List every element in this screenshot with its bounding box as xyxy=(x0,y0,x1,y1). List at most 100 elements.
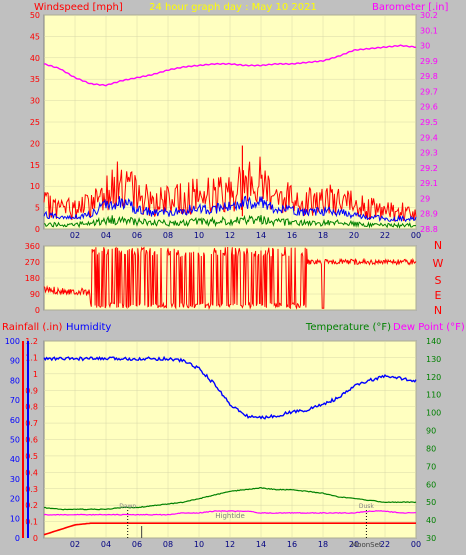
rainfall-tick-label: 0.4 xyxy=(25,468,38,477)
x-tick-label: 06 xyxy=(132,540,142,549)
temperature-tick-label: 40 xyxy=(426,516,436,525)
compass-label-n-bottom: N xyxy=(434,304,442,317)
barometer-tick-label: 29.7 xyxy=(420,87,438,96)
wind-average-series xyxy=(43,195,417,223)
wind-tick-label: 45 xyxy=(30,32,40,41)
compass-label-s: S xyxy=(435,274,442,287)
x-tick-label: 08 xyxy=(163,540,173,549)
temperature-tick-label: 120 xyxy=(426,373,441,382)
x-tick-label: 20 xyxy=(349,540,359,549)
x-tick-label: 22 xyxy=(380,540,390,549)
temperature-tick-label: 70 xyxy=(426,462,436,471)
wind-tick-label: 10 xyxy=(30,182,40,191)
x-tick-label: 02 xyxy=(70,540,80,549)
temperature-tick-label: 140 xyxy=(426,337,441,346)
direction-tick-label: 270 xyxy=(25,258,40,267)
humidity-tick-label: 60 xyxy=(10,416,20,425)
barometer-tick-label: 29 xyxy=(420,194,430,203)
hightide-annotation: Hightide xyxy=(215,512,245,520)
wind-tick-label: 25 xyxy=(30,118,40,127)
rainfall-tick-label: 0.1 xyxy=(25,518,38,527)
rainfall-axis-label: Rainfall (.in) xyxy=(2,322,63,333)
x-tick-label: 12 xyxy=(225,540,235,549)
temperature-series xyxy=(43,486,417,511)
temp-layer: 0 0.1 0.2 0.3 0.4 0.5 0.6 0.7 0.8 0.9 1 1.1 1.2 0 10 20… xyxy=(5,337,442,549)
x-tick-label: 00 xyxy=(411,231,421,240)
rainfall-tick-label: 1.2 xyxy=(25,337,38,346)
wind-layer: 0 5 10 15 20 25 30 35 40 45 50 28.8 28.9 29 29.1 29.2 29… xyxy=(30,11,438,240)
temperature-tick-label: 90 xyxy=(426,427,436,436)
barometer-tick-label: 29.9 xyxy=(420,57,438,66)
rainfall-tick-label: 0.8 xyxy=(25,403,38,412)
barometer-tick-label: 29.2 xyxy=(420,164,438,173)
x-tick-label: 16 xyxy=(287,231,297,240)
rainfall-tick-label: 0.6 xyxy=(25,436,38,445)
dewpoint-axis-label: Dew Point (°F) xyxy=(393,322,465,333)
wind-tick-label: 50 xyxy=(30,11,40,20)
rainfall-tick-label: 0.5 xyxy=(25,452,38,461)
wind-tick-label: 0 xyxy=(35,225,40,234)
compass-label-w: W xyxy=(433,257,444,270)
barometer-tick-label: 28.8 xyxy=(420,225,438,234)
humidity-series xyxy=(43,355,417,420)
wind-tick-label: 30 xyxy=(30,97,40,106)
dewpoint-series xyxy=(43,510,416,516)
temperature-tick-label: 130 xyxy=(426,355,441,364)
humidity-tick-label: 40 xyxy=(10,455,20,464)
direction-tick-label: 360 xyxy=(25,242,40,251)
barometer-tick-label: 29.8 xyxy=(420,72,438,81)
dawn-annotation: Dawn xyxy=(119,503,136,510)
x-tick-label: 14 xyxy=(256,231,266,240)
rainfall-series xyxy=(43,522,416,536)
direction-tick-label: 0 xyxy=(35,306,40,315)
compass-label-e: E xyxy=(435,289,442,302)
direction-tick-label: 180 xyxy=(25,274,40,283)
rainfall-tick-label: 0 xyxy=(33,534,38,543)
humidity-axis-label: Humidity xyxy=(66,322,111,333)
rainfall-tick-label: 0.7 xyxy=(25,419,38,428)
x-tick-label: 22 xyxy=(380,231,390,240)
barometer-tick-label: 29.4 xyxy=(420,133,438,142)
temperature-tick-label: 50 xyxy=(426,498,436,507)
humidity-axis-bar xyxy=(27,341,29,538)
x-tick-label: 06 xyxy=(132,231,142,240)
barometer-tick-label: 29.1 xyxy=(420,179,438,188)
barometer-tick-label: 29.3 xyxy=(420,149,438,158)
x-tick-label: 18 xyxy=(318,231,328,240)
humidity-tick-label: 100 xyxy=(5,337,20,346)
x-tick-label: 12 xyxy=(225,231,235,240)
barometer-tick-label: 30.2 xyxy=(420,11,438,20)
x-tick-label: 10 xyxy=(194,540,204,549)
wind-tick-label: 20 xyxy=(30,139,40,148)
barometer-tick-label: 30 xyxy=(420,42,430,51)
compass-label-n-top: N xyxy=(434,239,442,252)
x-tick-label: 14 xyxy=(256,540,266,549)
moonset-annotation: MoonSet xyxy=(351,541,382,549)
rainfall-tick-label: 1.1 xyxy=(25,353,38,362)
rain-axis-bar xyxy=(22,341,24,538)
windspeed-axis-label: Windspeed [mph] xyxy=(34,2,123,13)
temperature-tick-label: 30 xyxy=(426,534,436,543)
x-tick-label: 04 xyxy=(101,540,111,549)
x-tick-label: 10 xyxy=(194,231,204,240)
wind-tick-label: 35 xyxy=(30,75,40,84)
x-tick-label: 04 xyxy=(101,231,111,240)
temperature-tick-label: 110 xyxy=(426,391,441,400)
temperature-tick-label: 60 xyxy=(426,480,436,489)
wind-direction-series xyxy=(43,246,417,310)
humidity-tick-label: 50 xyxy=(10,436,20,445)
x-tick-label: 08 xyxy=(163,231,173,240)
barometer-tick-label: 30.1 xyxy=(420,26,438,35)
dusk-annotation: Dusk xyxy=(359,503,375,510)
humidity-tick-label: 90 xyxy=(10,357,20,366)
title: 24 hour graph day : May 10 2021 xyxy=(149,2,317,13)
direction-tick-label: 90 xyxy=(30,290,40,299)
rainfall-tick-label: 1 xyxy=(33,370,38,379)
humidity-tick-label: 30 xyxy=(10,475,20,484)
x-tick-label: 02 xyxy=(70,231,80,240)
humidity-tick-label: 0 xyxy=(15,534,20,543)
wind-tick-label: 40 xyxy=(30,54,40,63)
rainfall-tick-label: 0.2 xyxy=(25,501,38,510)
barometer-tick-label: 29.6 xyxy=(420,103,438,112)
